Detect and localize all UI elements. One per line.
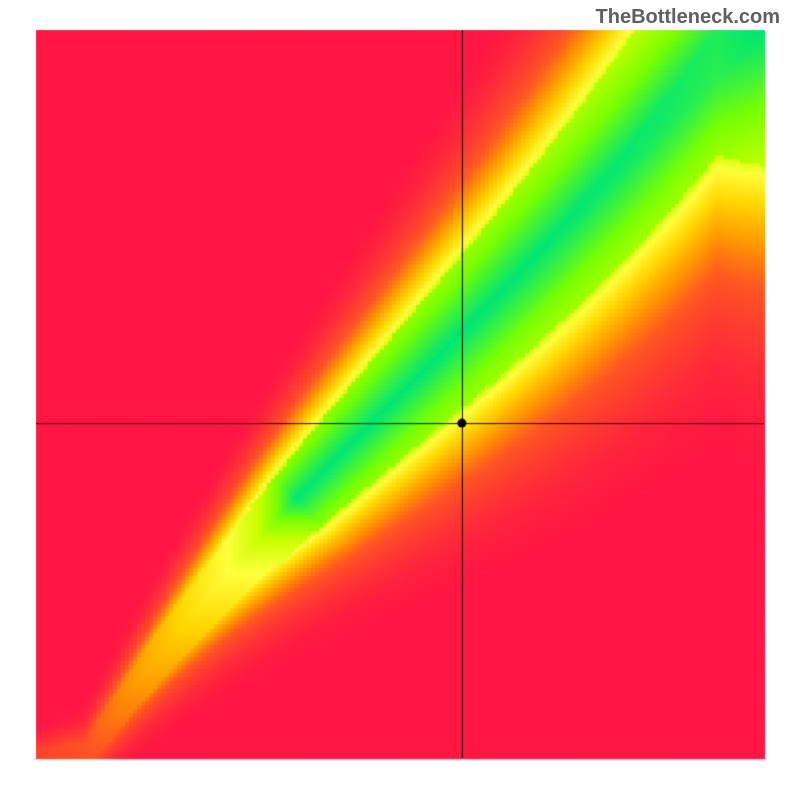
watermark-label: TheBottleneck.com xyxy=(596,6,780,29)
figure-container: TheBottleneck.com xyxy=(0,0,800,800)
heatmap-canvas xyxy=(0,0,800,800)
